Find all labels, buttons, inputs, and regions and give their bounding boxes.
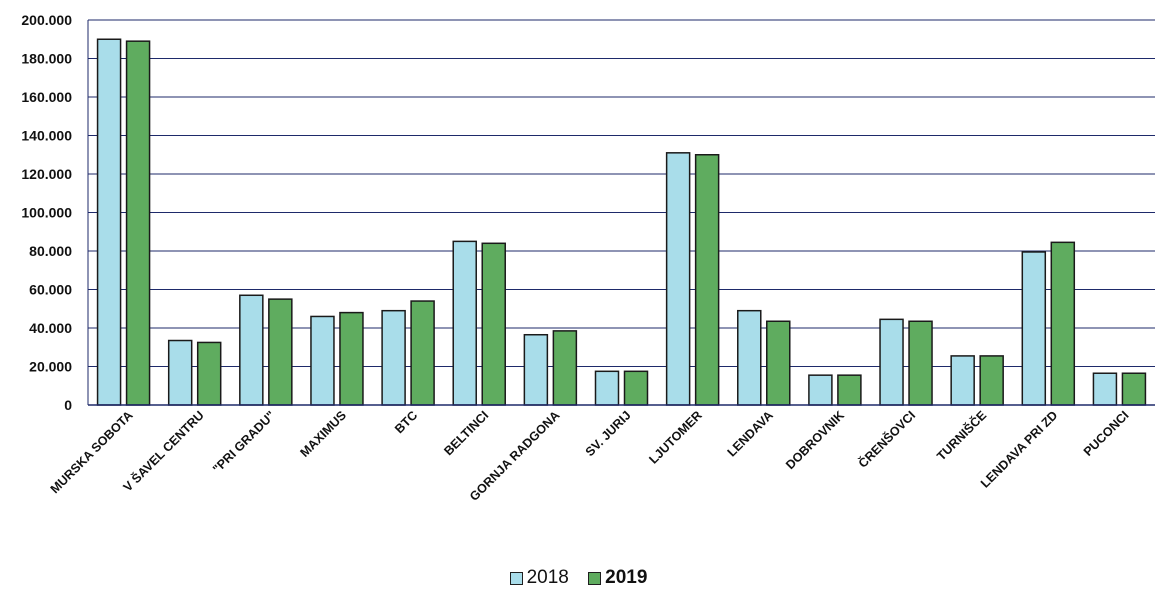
bar-2018-0 bbox=[96, 38, 122, 406]
x-tick-label: ČRENŠOVCI bbox=[855, 408, 918, 471]
bar-2018-9 bbox=[737, 309, 762, 406]
x-tick-label: DOBROVNIK bbox=[783, 408, 847, 472]
bar-2018-6 bbox=[523, 333, 549, 406]
bar-2019-7 bbox=[623, 370, 649, 406]
bar-2019-2 bbox=[268, 298, 293, 406]
bar-2019-6 bbox=[552, 330, 578, 406]
bar-2018-14 bbox=[1092, 372, 1118, 406]
legend-label-2018: 2018 bbox=[526, 567, 569, 588]
bar-2019-13 bbox=[1050, 241, 1076, 406]
bar-2018-3 bbox=[310, 315, 335, 406]
legend-swatch-2018 bbox=[509, 571, 523, 585]
bar-chart: 0 20.000 40.000 60.000 80.000 100.000 120.000 1… bbox=[21, 12, 1155, 504]
bar-2018-4 bbox=[381, 309, 406, 406]
bar-2019-4 bbox=[410, 300, 435, 406]
bar-2019-5 bbox=[481, 242, 506, 406]
y-tick-label: 180.000 bbox=[21, 51, 72, 67]
bar-2019-12 bbox=[979, 355, 1004, 406]
bars bbox=[96, 38, 1147, 406]
bar-2018-8 bbox=[665, 152, 691, 406]
x-tick-label: BELTINCI bbox=[441, 408, 491, 458]
bar-2018-5 bbox=[452, 240, 477, 406]
bar-2018-2 bbox=[239, 294, 264, 406]
bar-2018-11 bbox=[879, 318, 904, 406]
legend-swatch-2019 bbox=[588, 571, 602, 585]
bar-2018-12 bbox=[950, 355, 975, 406]
bar-2018-7 bbox=[594, 370, 620, 406]
bar-2019-8 bbox=[694, 154, 720, 406]
bar-2019-11 bbox=[908, 320, 933, 406]
bar-2018-10 bbox=[808, 374, 833, 406]
y-axis-ticks: 0 20.000 40.000 60.000 80.000 100.000 120.000 1… bbox=[21, 12, 72, 413]
y-tick-label: 100.000 bbox=[21, 205, 72, 221]
legend-label-2019: 2019 bbox=[605, 567, 648, 588]
y-tick-label: 120.000 bbox=[21, 166, 72, 182]
y-tick-label: 80.000 bbox=[29, 243, 72, 259]
y-tick-label: 40.000 bbox=[29, 320, 72, 336]
x-tick-label: LENDAVA PRI ZD bbox=[978, 408, 1060, 490]
y-tick-label: 20.000 bbox=[29, 359, 72, 375]
legend-item-2018: 2018 bbox=[509, 567, 569, 589]
x-tick-label: "PRI GRADU" bbox=[210, 408, 278, 476]
x-tick-label: PUCONCI bbox=[1081, 408, 1132, 459]
x-tick-label: BTC bbox=[392, 408, 420, 436]
bar-2019-1 bbox=[196, 341, 222, 406]
gridlines bbox=[88, 19, 1155, 367]
bar-2018-13 bbox=[1021, 251, 1047, 406]
bar-2018-1 bbox=[167, 339, 193, 406]
x-tick-label: TURNIŠČE bbox=[933, 408, 989, 464]
y-tick-label: 60.000 bbox=[29, 282, 72, 298]
legend: 2018 2019 bbox=[0, 567, 1157, 591]
bar-2019-3 bbox=[339, 311, 364, 406]
y-tick-label: 200.000 bbox=[21, 12, 72, 28]
x-tick-label: MAXIMUS bbox=[297, 408, 349, 460]
y-tick-label: 0 bbox=[64, 397, 72, 413]
bar-2019-0 bbox=[125, 40, 151, 406]
axes bbox=[87, 20, 1155, 406]
bar-2019-9 bbox=[766, 320, 791, 406]
bar-2019-14 bbox=[1121, 372, 1147, 406]
y-tick-label: 140.000 bbox=[21, 128, 72, 144]
legend-item-2019: 2019 bbox=[588, 567, 647, 589]
x-tick-label: LENDAVA bbox=[725, 408, 776, 459]
y-tick-label: 160.000 bbox=[21, 89, 72, 105]
x-tick-label: LJUTOMER bbox=[646, 408, 704, 466]
bar-2019-10 bbox=[837, 374, 862, 406]
x-tick-label: SV. JURIJ bbox=[583, 408, 634, 459]
